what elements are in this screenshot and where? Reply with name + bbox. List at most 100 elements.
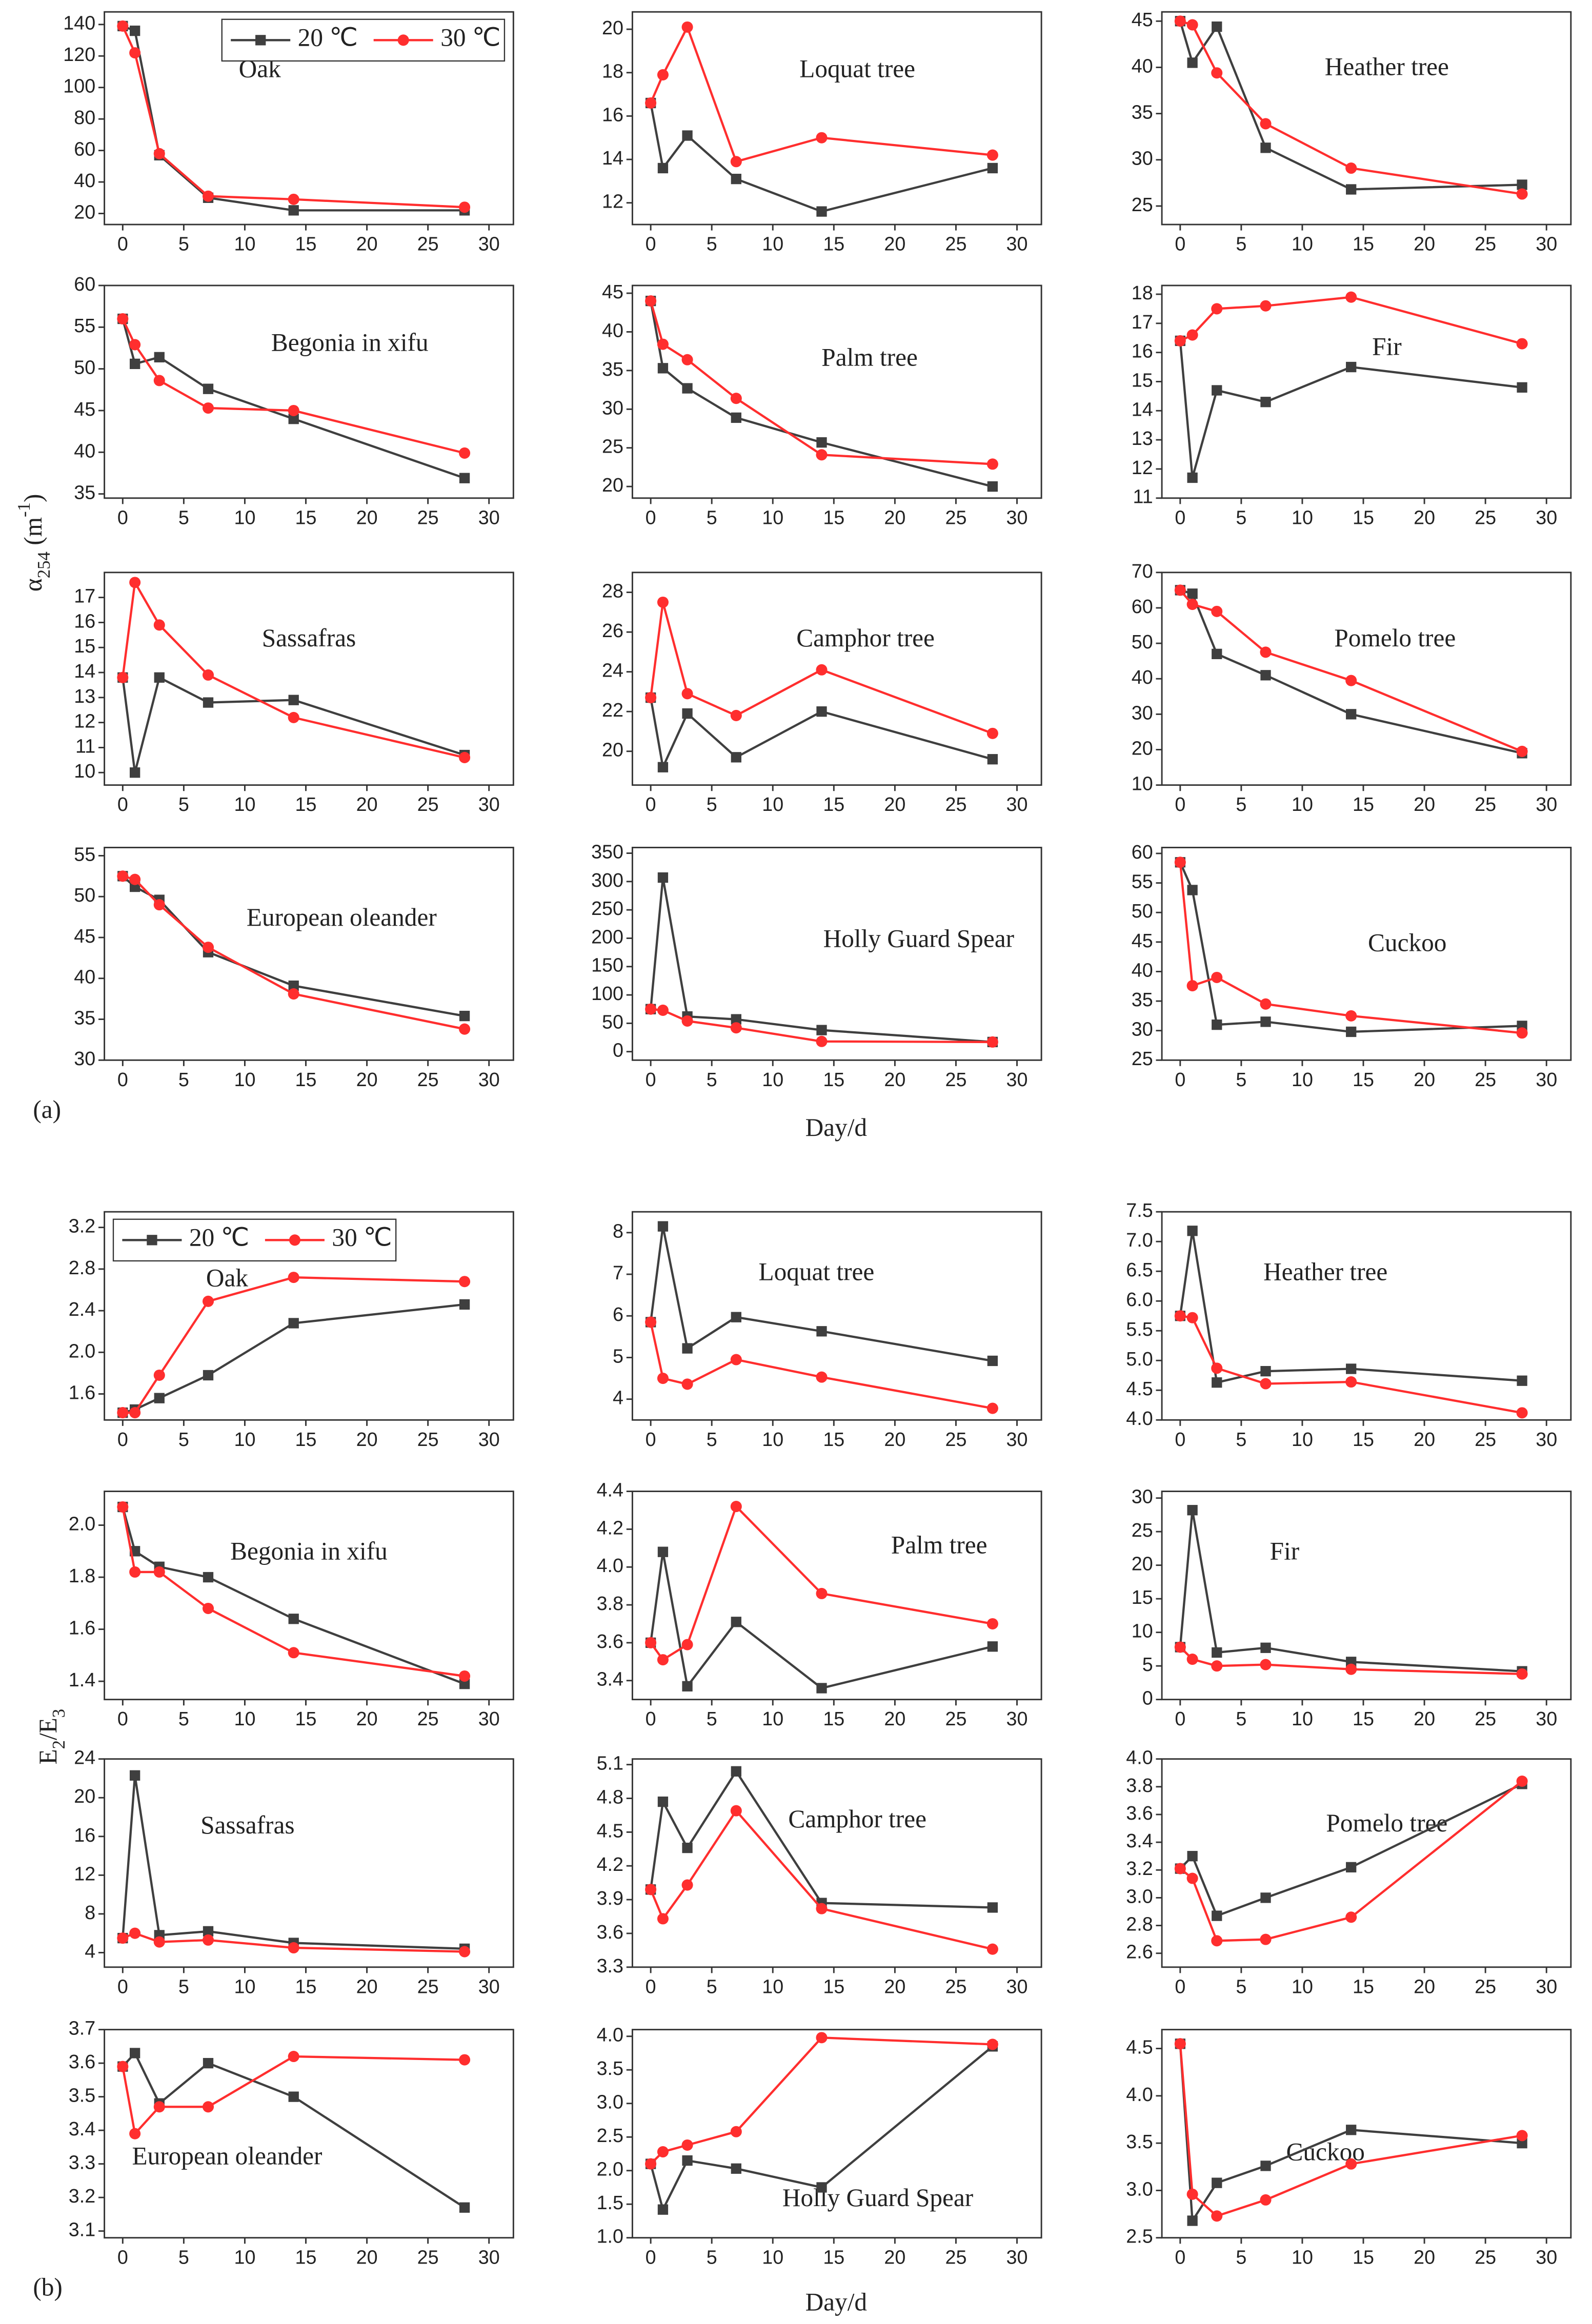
- plot-frame: [631, 2029, 1042, 2239]
- y-tick-label: 20: [602, 474, 623, 496]
- x-tick-label: 0: [646, 1429, 656, 1450]
- x-tick-label: 30: [1006, 793, 1028, 815]
- marker: [1345, 675, 1357, 686]
- chart-title: Fir: [1372, 333, 1402, 361]
- series-line: [1180, 589, 1523, 755]
- x-tick-label: 15: [295, 1708, 317, 1729]
- x-tick-label: 10: [1292, 793, 1313, 815]
- y-tick-label: 14: [74, 660, 95, 682]
- plot-frame: [104, 11, 514, 226]
- marker: [203, 697, 214, 708]
- plot-frame: [104, 1211, 514, 1421]
- y-tick-label: 17: [1132, 311, 1153, 333]
- y-tick-label: 2.8: [69, 1257, 95, 1278]
- x-tick-label: 20: [884, 1429, 905, 1450]
- marker: [645, 1003, 657, 1015]
- marker: [153, 375, 165, 386]
- marker: [129, 873, 141, 885]
- marker: [645, 1316, 657, 1328]
- y-tick-label: 12: [74, 1863, 95, 1884]
- marker: [1211, 1660, 1223, 1672]
- x-tick-label: 10: [234, 1069, 255, 1090]
- y-tick-label: 10: [74, 760, 95, 782]
- x-tick-label: 25: [417, 506, 439, 528]
- y-tick-label: 7.0: [1126, 1229, 1153, 1251]
- y-tick-label: 1.4: [69, 1669, 95, 1690]
- marker: [1260, 2194, 1272, 2206]
- marker: [1186, 2188, 1198, 2200]
- x-tick-label: 5: [178, 1429, 189, 1450]
- x-tick-label: 30: [478, 1069, 500, 1090]
- x-tick-label: 15: [1353, 793, 1374, 815]
- marker: [1346, 1862, 1357, 1873]
- chart-title: Sassafras: [262, 624, 356, 652]
- series-line: [122, 579, 465, 759]
- x-tick-label: 20: [356, 1429, 378, 1450]
- y-axis-label: α254 (m-1): [14, 494, 54, 592]
- marker: [1346, 1363, 1357, 1374]
- marker: [1187, 1226, 1198, 1236]
- y-tick-label: 3.0: [1126, 1885, 1153, 1907]
- x-tick-label: 10: [762, 793, 783, 815]
- marker: [1174, 857, 1186, 868]
- marker: [816, 1587, 828, 1599]
- y-tick-label: 50: [74, 357, 95, 378]
- marker: [459, 2202, 470, 2213]
- marker: [816, 437, 827, 448]
- x-tick-label: 0: [646, 1708, 656, 1729]
- y-tick-label: 30: [1132, 148, 1153, 169]
- y-tick-label: 2.6: [1126, 1941, 1153, 1963]
- x-tick-label: 30: [1006, 1975, 1028, 1997]
- plot-frame: [104, 2029, 514, 2239]
- x-tick-label: 5: [1236, 2246, 1246, 2268]
- x-tick-label: 5: [178, 506, 189, 528]
- marker: [731, 412, 741, 423]
- marker: [129, 358, 140, 370]
- marker: [1516, 338, 1528, 350]
- y-tick-label: 4.2: [597, 1517, 623, 1538]
- marker: [1187, 588, 1198, 599]
- marker: [986, 1618, 998, 1629]
- y-tick-label: 14: [602, 147, 623, 169]
- marker: [117, 20, 129, 32]
- series-line: [649, 697, 993, 771]
- x-tick-label: 10: [762, 1429, 783, 1450]
- marker: [1186, 980, 1198, 992]
- series-line: [122, 2055, 465, 2136]
- y-tick-label: 8: [613, 1220, 623, 1242]
- marker: [657, 69, 669, 80]
- marker: [816, 1371, 828, 1383]
- marker: [1174, 335, 1186, 346]
- legend-label: 20 ℃: [298, 24, 358, 52]
- x-tick-label: 15: [823, 1069, 844, 1090]
- marker: [117, 671, 129, 683]
- x-tick-label: 0: [1175, 1708, 1185, 1729]
- x-axis-label: Day/d: [805, 1113, 868, 1141]
- plot-frame: [631, 11, 1042, 226]
- y-tick-label: 2.0: [597, 2158, 623, 2180]
- y-tick-label: 4.8: [597, 1786, 623, 1807]
- marker: [129, 47, 141, 59]
- marker: [1212, 1377, 1222, 1388]
- marker: [154, 352, 165, 363]
- plot-frame: [631, 572, 1042, 786]
- marker: [202, 942, 214, 953]
- marker: [1260, 646, 1272, 658]
- marker: [1345, 1911, 1357, 1923]
- y-tick-label: 80: [74, 107, 95, 128]
- x-tick-label: 0: [1175, 233, 1185, 255]
- marker: [129, 1566, 141, 1578]
- x-tick-label: 25: [945, 1069, 966, 1090]
- legend-marker: [147, 1235, 157, 1246]
- y-tick-label: 3.7: [69, 2017, 95, 2039]
- marker: [1346, 1026, 1357, 1037]
- y-tick-label: 40: [74, 440, 95, 461]
- x-tick-label: 5: [707, 1069, 717, 1090]
- marker: [1212, 2177, 1222, 2188]
- x-tick-label: 25: [417, 1975, 439, 1997]
- x-tick-label: 0: [646, 1069, 656, 1090]
- y-tick-label: 0: [1142, 1687, 1153, 1709]
- x-tick-label: 25: [1475, 793, 1496, 815]
- y-tick-label: 45: [74, 398, 95, 420]
